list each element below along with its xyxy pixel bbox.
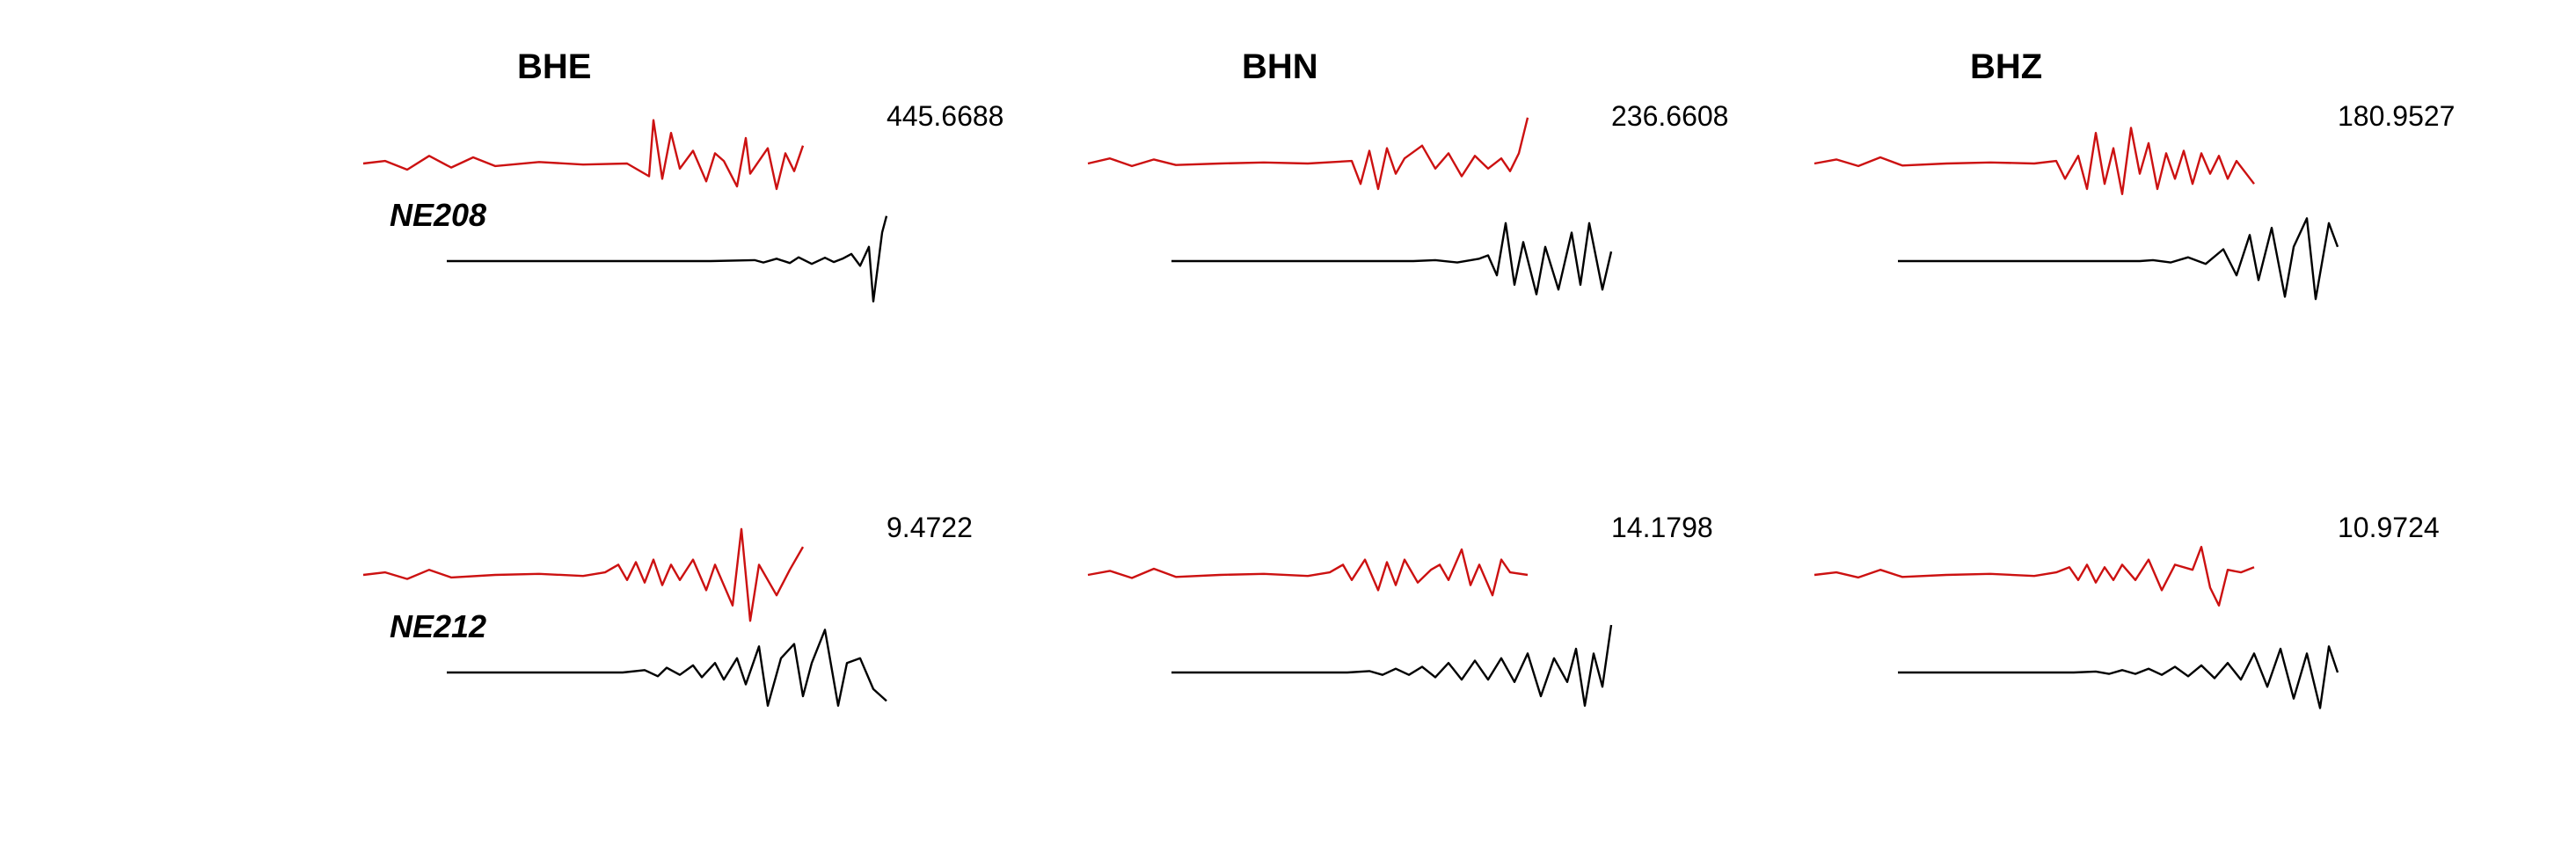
black-trace-r1-c1 <box>447 215 888 303</box>
station-label-row-1: NE208 <box>390 197 487 233</box>
black-trace-r1-c3 <box>1898 217 2339 301</box>
column-title-bhn: BHN <box>1242 47 1318 86</box>
amplitude-label-r1-c2: 236.6608 <box>1611 100 1729 132</box>
red-trace-r2-c3 <box>1813 545 2255 607</box>
amplitude-label-r1-c1: 445.6688 <box>887 100 1004 132</box>
amplitude-label-r2-c3: 10.9724 <box>2338 512 2440 543</box>
black-trace-r1-c2 <box>1171 222 1613 295</box>
black-trace-r2-c3 <box>1898 645 2339 709</box>
amplitude-label-r2-c1: 9.4722 <box>887 512 973 543</box>
red-trace-r1-c1 <box>362 119 805 191</box>
red-trace-r2-c2 <box>1087 548 1529 597</box>
black-trace-r2-c2 <box>1171 624 1613 707</box>
amplitude-label-r2-c2: 14.1798 <box>1611 512 1713 543</box>
black-trace-r2-c1 <box>447 629 887 707</box>
column-title-bhe: BHE <box>517 47 592 86</box>
column-title-bhz: BHZ <box>1970 47 2043 86</box>
amplitude-label-r1-c3: 180.9527 <box>2338 100 2456 132</box>
red-trace-r1-c3 <box>1813 127 2255 195</box>
red-trace-r2-c1 <box>362 527 805 622</box>
station-label-row-2: NE212 <box>390 608 487 644</box>
red-trace-r1-c2 <box>1087 117 1529 191</box>
